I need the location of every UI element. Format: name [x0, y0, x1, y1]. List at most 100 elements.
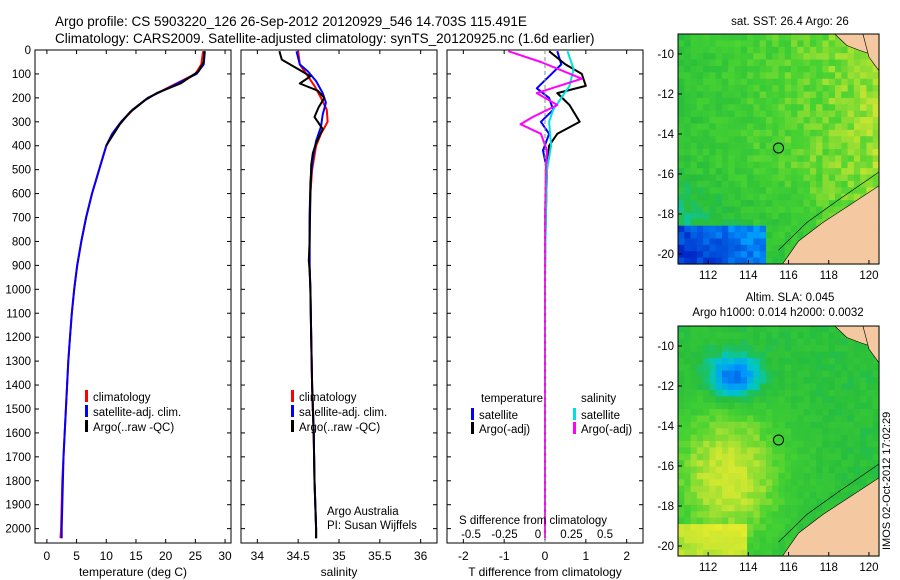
panel-sla-cell [734, 511, 742, 519]
panel-sst-cell [778, 193, 786, 201]
panel-sla-cell [759, 536, 767, 544]
panel-sst-cell [816, 142, 824, 150]
panel-sla-cell [696, 351, 704, 359]
panel-sla-cell [703, 357, 711, 365]
panel-sla-cell [772, 434, 780, 442]
panel-sst-cell [816, 46, 824, 54]
panel-sla-cell [709, 345, 717, 353]
panel-sst-cell [747, 206, 754, 214]
panel-sla-cell [791, 409, 798, 417]
panel-sla-cell [690, 447, 698, 455]
panel-sst-cell [797, 97, 805, 105]
panel-sla-cell [828, 453, 836, 461]
panel-sla-cell [778, 370, 786, 378]
panel-sla-cell [734, 415, 742, 423]
panel-sla-cell [791, 453, 798, 461]
panel-sst-cell [684, 168, 692, 176]
panel-sst-cell [747, 174, 754, 182]
panel-sst-cell [816, 155, 824, 163]
panel-sla-cell [828, 441, 836, 448]
panel-sst-cell [841, 200, 849, 208]
panel-sla-cell [753, 357, 761, 365]
panel-sla-cell [678, 441, 685, 448]
panel-sla-cell [734, 338, 742, 346]
panel-sla-cell [784, 364, 792, 372]
panel-sst-cell [822, 46, 830, 54]
panel-sla-cell [690, 479, 698, 487]
panel-sst-cell [678, 225, 685, 233]
panel-sla-cell [696, 536, 704, 544]
temperature-legend-label: satellite-adj. clim. [93, 407, 181, 419]
panel-sst-cell [809, 219, 817, 227]
panel-sla-cell [797, 415, 805, 423]
panel-sst-cell [696, 40, 704, 48]
panel-sst-cell [860, 85, 868, 93]
panel-sla-cell [740, 402, 748, 410]
panel-sst-cell [715, 110, 723, 118]
panel-sla-cell [709, 511, 717, 519]
difference-legend-swatch [471, 408, 474, 420]
panel-sst-cell [759, 187, 767, 195]
panel-sla-cell [847, 447, 855, 455]
panel-sst-cell [734, 136, 742, 144]
panel-sst-cell [797, 136, 805, 144]
panel-sst-cell [703, 72, 711, 80]
difference-top-xtick-label: 0 [535, 529, 541, 541]
panel-sla-cell [797, 466, 805, 474]
panel-sla-cell [784, 402, 792, 410]
panel-sla-cell [822, 498, 830, 506]
panel-sst-cell [709, 174, 717, 182]
panel-sst-cell [703, 168, 711, 176]
depth-tick-label: 1100 [6, 308, 31, 320]
panel-sst-cell [728, 174, 736, 182]
panel-sst-cell [696, 168, 704, 176]
panel-sla-cell [784, 377, 792, 385]
panel-sla-cell [791, 447, 798, 455]
panel-sst-cell [753, 251, 761, 259]
panel-sst-cell [853, 72, 861, 80]
panel-sla-cell [734, 364, 742, 372]
panel-sla-cell [841, 389, 849, 397]
panel-sst-cell [772, 65, 780, 73]
panel-sst-cell [822, 34, 830, 41]
panel-sla-cell [753, 530, 761, 538]
panel-sst-cell [853, 149, 861, 156]
depth-tick-label: 0 [25, 45, 31, 57]
panel-sst-cell [816, 200, 824, 208]
panel-sst-cell [696, 117, 704, 125]
panel-sst-cell [866, 155, 874, 163]
panel-sst-cell [715, 180, 723, 188]
panel-sst-cell [690, 161, 698, 169]
panel-sst-cell [753, 174, 761, 182]
panel-sla-cell [734, 472, 742, 480]
salinity-annotation: PI: Susan Wijffels [327, 520, 417, 532]
difference-xtick-label: 1 [582, 549, 589, 563]
panel-sla-cell [728, 498, 736, 506]
panel-sla-cell [690, 370, 698, 378]
panel-sla-cell [728, 447, 736, 455]
panel-sla-cell [765, 453, 773, 461]
panel-sla-cell [721, 415, 729, 423]
panel-sla-cell [866, 351, 874, 359]
panel-sst-cell [709, 180, 717, 188]
panel-sst-cell [778, 59, 786, 67]
panel-sst-cell [816, 206, 824, 214]
panel-sst-cell [784, 244, 792, 252]
panel-sst-cell [765, 91, 773, 99]
panel-sst-cell [822, 117, 830, 125]
panel-sla-cell [721, 466, 729, 474]
panel-sla-cell [853, 383, 861, 391]
panel-sst-cell [872, 123, 880, 131]
panel-sla-cell [841, 383, 849, 391]
panel-sst-cell [835, 53, 842, 61]
panel-sla-cell [797, 492, 805, 500]
panel-sst-cell [703, 129, 711, 137]
panel-sst-cell [853, 59, 861, 67]
panel-sla-cell [715, 460, 723, 468]
panel-sla-cell [866, 396, 874, 404]
panel-sla-cell [728, 421, 736, 429]
panel-sla-cell [778, 511, 786, 519]
panel-sla-cell [690, 332, 698, 340]
panel-sst-cell [696, 257, 704, 265]
panel-sst-cell [809, 65, 817, 73]
